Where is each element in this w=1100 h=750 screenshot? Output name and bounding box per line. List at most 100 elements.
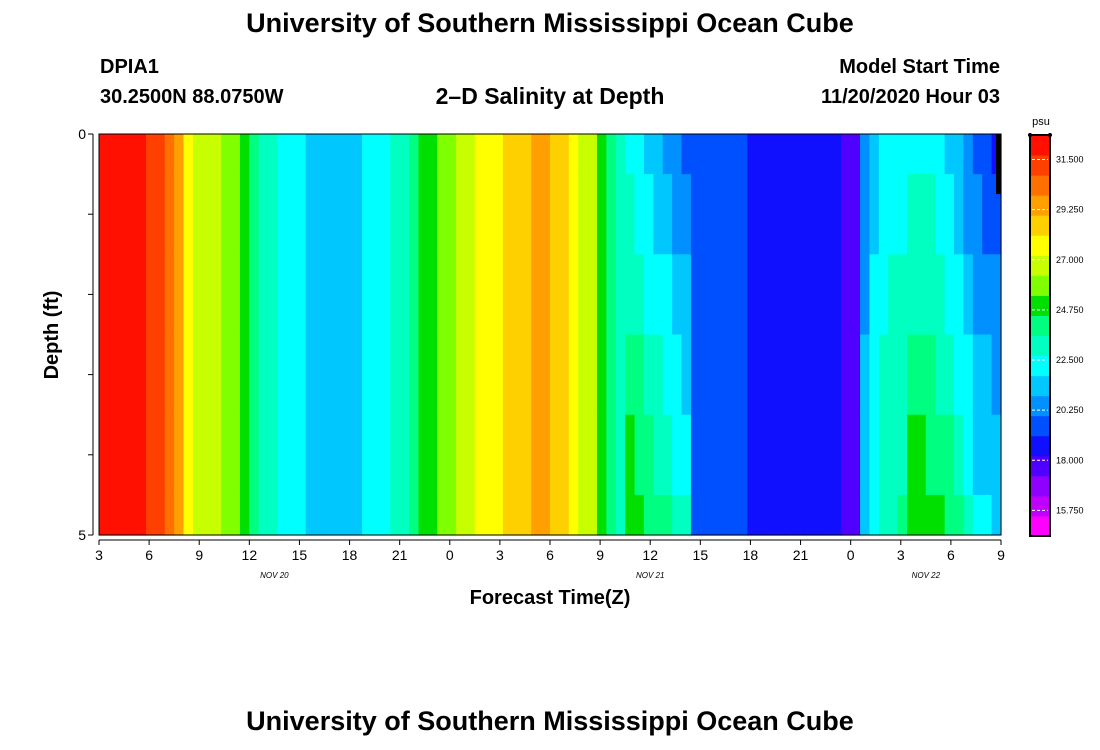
heatmap-cell bbox=[568, 254, 579, 336]
heatmap-cell bbox=[465, 134, 476, 175]
heatmap-cell bbox=[183, 174, 194, 255]
model-start-value: 11/20/2020 Hour 03 bbox=[820, 86, 1000, 108]
heatmap-cell bbox=[813, 414, 824, 496]
heatmap-cell bbox=[221, 334, 232, 416]
heatmap-cell bbox=[841, 254, 852, 336]
heatmap-cell bbox=[596, 494, 607, 536]
heatmap-cell bbox=[474, 254, 485, 336]
y-axis-label: Depth (ft) bbox=[41, 291, 63, 380]
x-tick-label: 3 bbox=[95, 547, 103, 563]
heatmap-cell bbox=[897, 254, 908, 336]
heatmap-cell bbox=[371, 254, 382, 336]
heatmap-cell bbox=[277, 414, 288, 496]
heatmap-cell bbox=[606, 134, 617, 175]
heatmap-cell bbox=[775, 414, 786, 496]
heatmap-cell bbox=[296, 334, 307, 416]
heatmap-cell bbox=[352, 494, 363, 536]
heatmap-cell bbox=[578, 254, 589, 336]
heatmap-cell bbox=[606, 334, 617, 416]
heatmap-cell bbox=[145, 334, 156, 416]
heatmap-cell bbox=[728, 134, 739, 175]
heatmap-cell bbox=[465, 174, 476, 255]
heatmap-cell bbox=[286, 494, 297, 536]
heatmap-cell bbox=[333, 254, 344, 336]
heatmap-cell bbox=[343, 334, 354, 416]
heatmap-cell bbox=[643, 414, 654, 496]
heatmap-cell bbox=[653, 174, 664, 255]
heatmap-cell bbox=[437, 334, 448, 416]
heatmap-cell bbox=[465, 414, 476, 496]
heatmap-cell bbox=[550, 414, 560, 496]
heatmap-cell bbox=[503, 494, 514, 536]
heatmap-cell bbox=[916, 414, 927, 496]
heatmap-cell bbox=[174, 494, 185, 536]
heatmap-cell bbox=[982, 334, 993, 416]
heatmap-cell bbox=[935, 134, 946, 175]
heatmap-cell bbox=[766, 174, 777, 255]
heatmap-cell bbox=[935, 254, 946, 336]
heatmap-cell bbox=[493, 494, 504, 536]
heatmap-cell bbox=[634, 174, 645, 255]
heatmap-cell bbox=[531, 174, 542, 255]
heatmap-cell bbox=[784, 494, 795, 536]
colorbar-swatch bbox=[1030, 415, 1050, 437]
heatmap-cell bbox=[202, 494, 213, 536]
heatmap-cell bbox=[127, 334, 138, 416]
heatmap-cell bbox=[596, 174, 607, 255]
heatmap-cell bbox=[286, 414, 297, 496]
heatmap-cell bbox=[831, 134, 842, 175]
heatmap-cell bbox=[521, 334, 532, 416]
y-tick-label: 0 bbox=[78, 126, 86, 142]
heatmap-cell bbox=[211, 134, 222, 175]
heatmap-cell bbox=[653, 414, 664, 496]
colorbar-swatch bbox=[1030, 455, 1050, 477]
heatmap-cell bbox=[690, 334, 701, 416]
heatmap-cell bbox=[841, 174, 852, 255]
heatmap-cell bbox=[972, 134, 983, 175]
heatmap-cell bbox=[925, 494, 936, 536]
heatmap-cell bbox=[324, 414, 335, 496]
chart-title: 2–D Salinity at Depth bbox=[435, 83, 665, 109]
heatmap-cell bbox=[709, 414, 720, 496]
heatmap-cell bbox=[550, 494, 560, 536]
heatmap-cell bbox=[681, 134, 692, 175]
colorbar-swatch bbox=[1030, 335, 1050, 357]
heatmap-cell bbox=[221, 134, 232, 175]
heatmap-cell bbox=[183, 254, 194, 336]
heatmap-cell bbox=[747, 254, 758, 336]
heatmap-cell bbox=[737, 494, 748, 536]
heatmap-cell bbox=[916, 494, 927, 536]
heatmap-cell bbox=[315, 174, 326, 255]
colorbar-swatch bbox=[1030, 275, 1050, 296]
heatmap-cell bbox=[559, 414, 570, 496]
heatmap-cell bbox=[982, 494, 993, 536]
heatmap-cell bbox=[390, 494, 401, 536]
heatmap-cell bbox=[155, 414, 166, 496]
heatmap-cell bbox=[615, 174, 626, 255]
heatmap-cell bbox=[512, 414, 523, 496]
heatmap-cell bbox=[456, 174, 467, 255]
heatmap-cell bbox=[559, 174, 570, 255]
heatmap-cell bbox=[474, 494, 485, 536]
heatmap-cell bbox=[690, 494, 701, 536]
heatmap-cell bbox=[99, 254, 109, 336]
heatmap-cell bbox=[333, 134, 344, 175]
heatmap-cell bbox=[568, 494, 579, 536]
x-tick-label: 9 bbox=[997, 547, 1005, 563]
heatmap-cell bbox=[145, 414, 156, 496]
heatmap-cell bbox=[230, 414, 241, 496]
heatmap-cell bbox=[399, 174, 410, 255]
heatmap-cell bbox=[352, 174, 363, 255]
heatmap-cell bbox=[286, 254, 297, 336]
heatmap-cell bbox=[249, 494, 260, 536]
heatmap-cell bbox=[239, 134, 250, 175]
heatmap-cell bbox=[916, 334, 927, 416]
heatmap-cell bbox=[164, 494, 175, 536]
heatmap-cell bbox=[737, 414, 748, 496]
heatmap-cell bbox=[484, 414, 495, 496]
heatmap-cell bbox=[268, 174, 279, 255]
heatmap-cell bbox=[643, 334, 654, 416]
heatmap-cell bbox=[484, 174, 495, 255]
heatmap-cell bbox=[296, 494, 307, 536]
